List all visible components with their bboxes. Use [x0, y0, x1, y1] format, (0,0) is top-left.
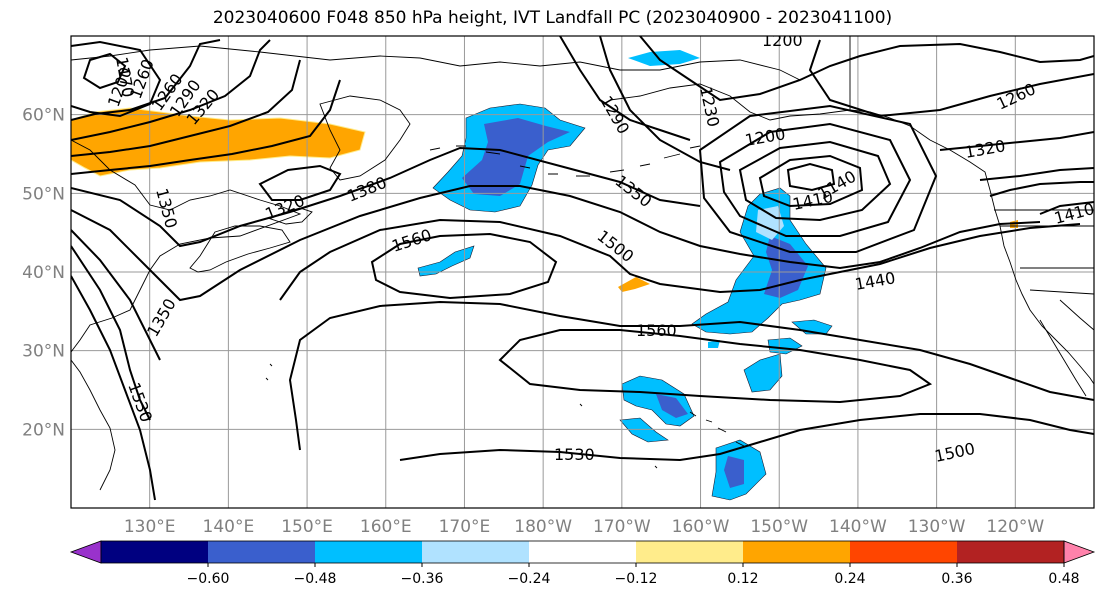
ivt-negative-region — [764, 236, 808, 298]
ivt-negative-region — [724, 456, 744, 488]
colorbar-tick-label: −0.12 — [615, 571, 658, 587]
colorbar-tick-label: −0.24 — [508, 571, 551, 587]
colorbar-tick-label: −0.60 — [187, 571, 230, 587]
latitude-labels: 20°N 30°N 40°N 50°N 60°N — [22, 106, 65, 441]
longitude-tick-label: 130°W — [908, 517, 966, 537]
contour-label: 1200 — [762, 31, 803, 50]
longitude-tick-label: 150°E — [281, 517, 333, 537]
ivt-negative-region — [619, 417, 669, 443]
colorbar-extend-min — [69, 540, 102, 564]
longitude-tick-label: 130°E — [124, 517, 176, 537]
contour-label: 1530 — [554, 445, 595, 464]
colorbar-segment — [422, 541, 530, 563]
contour-label: 1560 — [636, 321, 677, 340]
colorbar-segment — [636, 541, 744, 563]
colorbar-labels: −0.60 −0.48 −0.36 −0.24 −0.12 0.12 0.24 0.36 0.4… — [187, 563, 1080, 587]
longitude-tick-label: 150°W — [750, 517, 808, 537]
colorbar — [69, 540, 1096, 564]
longitude-tick-label: 180°W — [514, 517, 572, 537]
latitude-tick-label: 50°N — [22, 184, 65, 204]
ivt-negative-region — [743, 353, 783, 393]
ivt-negative-region — [656, 394, 688, 418]
longitude-tick-label: 160°E — [360, 517, 412, 537]
longitude-labels: 130°E 140°E 150°E 160°E 170°E 180°W 170°W 160°W… — [124, 517, 1045, 537]
colorbar-tick-label: 0.48 — [1048, 571, 1079, 587]
ivt-negative-region — [708, 340, 720, 348]
ivt-positive-region — [71, 107, 366, 177]
latitude-tick-label: 20°N — [22, 420, 65, 440]
longitude-tick-label: 140°W — [829, 517, 887, 537]
longitude-tick-label: 160°W — [672, 517, 730, 537]
colorbar-tick-label: −0.36 — [401, 571, 444, 587]
colorbar-segment — [315, 541, 423, 563]
ivt-positive-region — [618, 277, 650, 292]
map-title: 2023040600 F048 850 hPa height, IVT Land… — [212, 8, 893, 28]
colorbar-tick-label: 0.24 — [834, 571, 865, 587]
map-frame — [70, 35, 1095, 509]
colorbar-segment — [101, 541, 209, 563]
latitude-tick-label: 40°N — [22, 263, 65, 283]
colorbar-tick-label: −0.48 — [294, 571, 337, 587]
coastlines — [71, 36, 1094, 491]
longitude-tick-label: 140°E — [203, 517, 255, 537]
ivt-negative-region — [417, 245, 475, 277]
colorbar-segment — [743, 541, 851, 563]
longitude-tick-label: 170°E — [439, 517, 491, 537]
longitude-tick-label: 120°W — [986, 517, 1044, 537]
colorbar-segment — [957, 541, 1065, 563]
colorbar-segment — [529, 541, 637, 563]
colorbar-extend-max — [1063, 540, 1096, 564]
colorbar-segment — [850, 541, 958, 563]
colorbar-tick-label: 0.12 — [727, 571, 758, 587]
height-contours — [71, 36, 1094, 501]
longitude-tick-label: 170°W — [593, 517, 651, 537]
latitude-tick-label: 30°N — [22, 342, 65, 362]
colorbar-tick-label: 0.36 — [941, 571, 972, 587]
latitude-tick-label: 60°N — [22, 106, 65, 126]
colorbar-outline — [100, 540, 1065, 564]
ivt-negative-region — [628, 50, 700, 66]
colorbar-segment — [208, 541, 316, 563]
